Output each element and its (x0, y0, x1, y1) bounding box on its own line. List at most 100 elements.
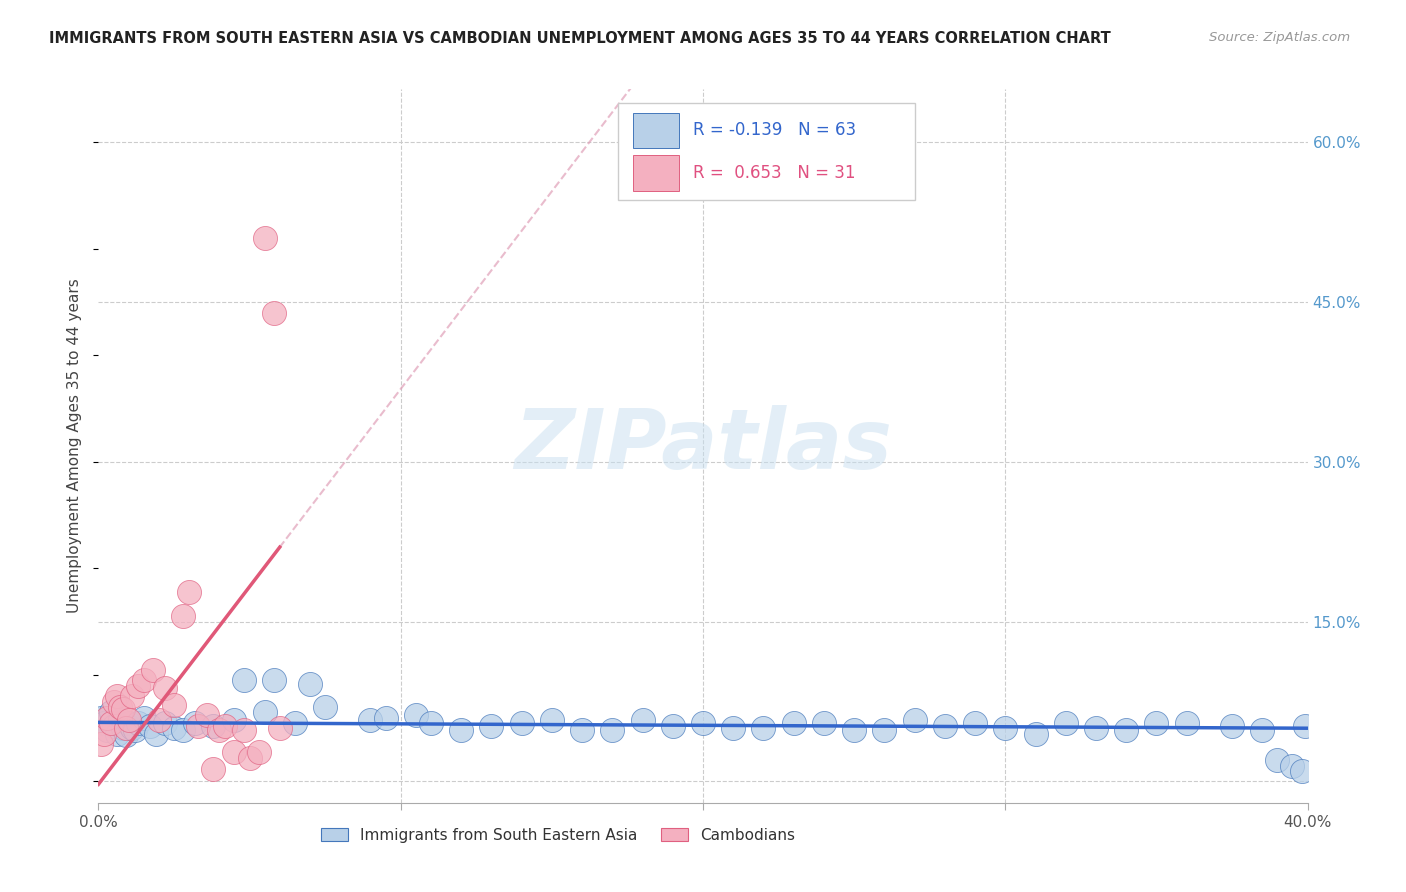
Point (108, 713, 131, 727)
Text: R = -0.139   N = 63: R = -0.139 N = 63 (693, 121, 856, 139)
Point (202, 762, 225, 776)
Point (1267, 753, 1289, 767)
Point (224, 745, 246, 759)
Point (752, 721, 775, 735)
Point (224, 713, 246, 727)
Point (450, 723, 472, 738)
Point (96, 710, 118, 724)
Point (314, 700, 336, 714)
Text: R =  0.653   N = 31: R = 0.653 N = 31 (693, 164, 856, 182)
Point (661, 719, 683, 733)
Point (360, 713, 382, 727)
Point (121, 721, 143, 735)
Point (1085, 721, 1108, 735)
Point (187, 719, 209, 733)
Point (139, 719, 162, 733)
Point (148, 713, 170, 727)
Point (121, 690, 143, 704)
Point (132, 710, 155, 724)
Point (172, 609, 194, 624)
Text: IMMIGRANTS FROM SOUTH EASTERN ASIA VS CAMBODIAN UNEMPLOYMENT AMONG AGES 35 TO 44: IMMIGRANTS FROM SOUTH EASTERN ASIA VS CA… (49, 31, 1111, 46)
Point (163, 698, 186, 712)
Legend: Immigrants from South Eastern Asia, Cambodians: Immigrants from South Eastern Asia, Camb… (315, 822, 801, 848)
Point (374, 710, 396, 724)
Point (420, 715, 443, 730)
Point (214, 719, 236, 733)
Point (284, 715, 307, 730)
Point (405, 708, 427, 723)
Point (783, 715, 806, 730)
Point (184, 715, 207, 730)
Point (1294, 719, 1316, 733)
Point (195, 708, 218, 723)
Point (114, 721, 136, 735)
Point (1291, 764, 1313, 778)
Point (1144, 715, 1167, 730)
Text: Source: ZipAtlas.com: Source: ZipAtlas.com (1209, 31, 1350, 45)
Point (631, 713, 654, 727)
Point (208, 723, 231, 738)
FancyBboxPatch shape (633, 112, 679, 148)
Point (510, 715, 533, 730)
Point (153, 715, 176, 730)
Point (114, 728, 136, 742)
Point (124, 723, 146, 738)
Point (127, 679, 149, 693)
Point (103, 719, 125, 733)
Text: ZIPatlas: ZIPatlas (515, 406, 891, 486)
Point (253, 231, 276, 245)
Point (145, 726, 167, 740)
Point (1054, 715, 1077, 730)
Point (263, 306, 285, 320)
Point (118, 715, 141, 730)
Point (481, 719, 503, 733)
Point (93, 715, 115, 730)
Point (232, 673, 254, 688)
Point (202, 719, 225, 733)
Point (844, 723, 866, 738)
Point (103, 695, 125, 709)
Point (111, 702, 134, 716)
Point (132, 673, 155, 688)
Point (105, 690, 128, 704)
Point (269, 721, 291, 735)
Point (965, 715, 987, 730)
Point (172, 723, 194, 738)
FancyBboxPatch shape (633, 155, 679, 191)
Point (108, 700, 131, 714)
FancyBboxPatch shape (619, 103, 915, 200)
Point (100, 706, 122, 720)
Point (723, 721, 745, 735)
Point (239, 751, 262, 765)
Point (93, 726, 115, 740)
Point (232, 723, 254, 738)
Point (90, 710, 112, 724)
Point (540, 713, 562, 727)
Point (1220, 719, 1243, 733)
Point (96, 723, 118, 738)
Point (111, 721, 134, 735)
Point (571, 723, 593, 738)
Point (873, 723, 896, 738)
Point (179, 585, 201, 599)
Point (692, 715, 714, 730)
Point (904, 713, 927, 727)
Point (163, 721, 186, 735)
Point (1251, 723, 1274, 738)
Point (1024, 726, 1046, 740)
Point (994, 721, 1017, 735)
Point (142, 663, 165, 677)
Point (602, 723, 624, 738)
Y-axis label: Unemployment Among Ages 35 to 44 years: Unemployment Among Ages 35 to 44 years (67, 278, 83, 614)
Point (90, 737, 112, 751)
Point (118, 713, 141, 727)
Point (105, 726, 128, 740)
Point (153, 681, 176, 695)
Point (253, 706, 276, 720)
Point (934, 719, 956, 733)
Point (263, 673, 285, 688)
Point (1115, 723, 1137, 738)
Point (299, 676, 322, 690)
Point (813, 715, 835, 730)
Point (1175, 715, 1198, 730)
